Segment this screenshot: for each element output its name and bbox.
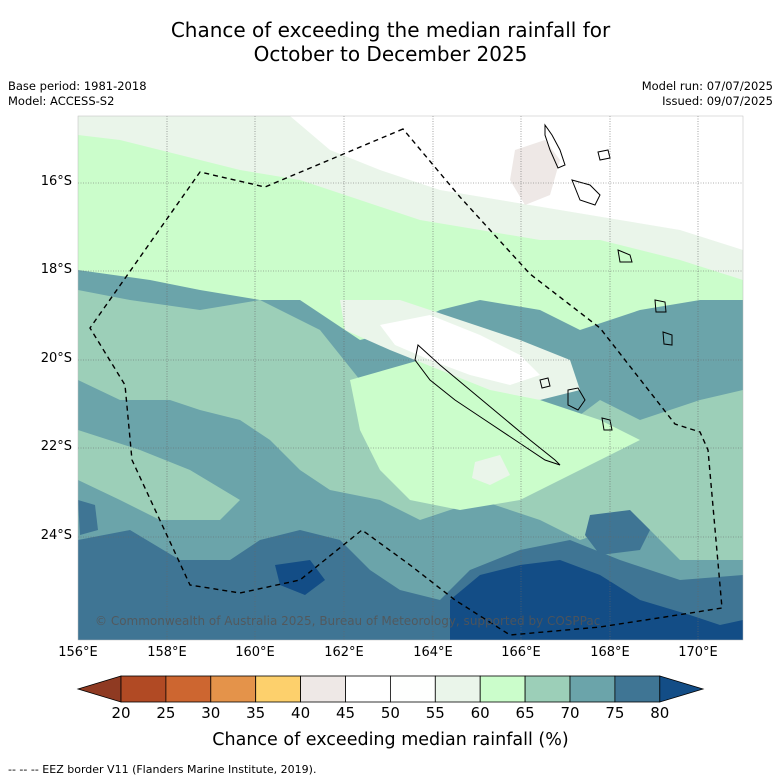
title-line-1: Chance of exceeding the median rainfall … xyxy=(170,18,611,42)
colorbar-title: Chance of exceeding median rainfall (%) xyxy=(212,730,569,750)
copyright-text: © Commonwealth of Australia 2025, Bureau… xyxy=(95,614,601,628)
lat-label: 24°S xyxy=(40,528,72,543)
rainfall-contours xyxy=(78,116,743,640)
band-50-55-central xyxy=(380,315,540,385)
colorbar-swatch xyxy=(120,675,167,703)
lat-label: 20°S xyxy=(40,351,72,366)
title-line-2: October to December 2025 xyxy=(253,42,528,66)
island-central xyxy=(539,377,551,389)
band-80-plus xyxy=(450,560,743,640)
lat-label: 16°S xyxy=(40,174,72,189)
graticule xyxy=(78,116,743,640)
band-45-50 xyxy=(510,140,560,205)
colorbar-extend-high xyxy=(659,675,705,703)
colorbar-swatch xyxy=(210,675,257,703)
colorbar-tick-label: 45 xyxy=(335,704,356,722)
band-80-plus-patch xyxy=(275,560,325,595)
lon-label: 162°E xyxy=(324,645,364,660)
colorbar xyxy=(76,675,705,703)
vanuatu-island-3 xyxy=(597,149,611,161)
lon-label: 168°E xyxy=(590,645,630,660)
lat-label: 18°S xyxy=(40,262,72,277)
island-east xyxy=(654,299,667,313)
colorbar-swatch xyxy=(300,675,346,703)
colorbar-tick-label: 40 xyxy=(291,704,311,722)
colorbar-tick-label: 35 xyxy=(246,704,266,722)
lon-label: 170°E xyxy=(678,645,718,660)
model-name: Model: ACCESS-S2 xyxy=(8,94,115,108)
meta-left: Base period: 1981-2018 Model: ACCESS-S2 xyxy=(8,79,147,109)
colorbar-tick-label: 75 xyxy=(605,704,625,722)
colorbar-swatch xyxy=(614,675,661,703)
colorbar-tick-label: 80 xyxy=(650,704,670,722)
colorbar-tick-label: 65 xyxy=(515,704,535,722)
vanuatu-island xyxy=(544,123,566,169)
colorbar-tick-label: 20 xyxy=(111,704,131,722)
band-60-65-central xyxy=(350,360,640,510)
colorbar-tick-label: 25 xyxy=(156,704,176,722)
colorbar-swatch xyxy=(165,675,212,703)
meta-right: Model run: 07/07/2025 Issued: 09/07/2025 xyxy=(642,79,773,109)
base-period: Base period: 1981-2018 xyxy=(8,79,147,93)
loyalty-island xyxy=(567,387,586,411)
lon-label: 164°E xyxy=(413,645,453,660)
lon-label: 158°E xyxy=(147,645,187,660)
loyalty-island-2 xyxy=(601,417,613,431)
colorbar-tick-label: 50 xyxy=(380,704,400,722)
colorbar-swatch xyxy=(345,675,391,703)
lon-label: 160°E xyxy=(235,645,275,660)
colorbar-tick-label: 30 xyxy=(201,704,221,722)
colorbar-swatch xyxy=(569,675,616,703)
vanuatu-island-4 xyxy=(617,249,633,263)
vanuatu-island-2 xyxy=(571,179,601,206)
colorbar-swatch xyxy=(434,675,481,703)
colorbar-swatch xyxy=(255,675,301,703)
colorbar-tick-label: 55 xyxy=(425,704,445,722)
issued-date: Issued: 09/07/2025 xyxy=(662,94,773,108)
new-caledonia-coast xyxy=(414,344,561,466)
colorbar-tick-label: 70 xyxy=(560,704,580,722)
lon-label: 166°E xyxy=(501,645,541,660)
footnote-eez: -- -- -- EEZ border V11 (Flanders Marine… xyxy=(8,763,317,776)
model-run: Model run: 07/07/2025 xyxy=(641,79,773,93)
chart-title: Chance of exceeding the median rainfall … xyxy=(0,18,781,66)
colorbar-swatch xyxy=(479,675,526,703)
island-east-2 xyxy=(662,331,673,346)
band-55-60-patch xyxy=(472,455,510,485)
colorbar-swatch xyxy=(389,675,436,703)
colorbar-extend-low xyxy=(76,675,122,703)
eez-border xyxy=(89,128,723,636)
band-65-70-sw xyxy=(78,430,240,520)
band-75-80-east xyxy=(585,510,650,555)
colorbar-swatch xyxy=(524,675,571,703)
band-75-80-west xyxy=(78,500,98,535)
lat-label: 22°S xyxy=(40,439,72,454)
colorbar-tick-label: 60 xyxy=(470,704,490,722)
map-frame xyxy=(77,115,744,641)
lon-label: 156°E xyxy=(58,645,98,660)
